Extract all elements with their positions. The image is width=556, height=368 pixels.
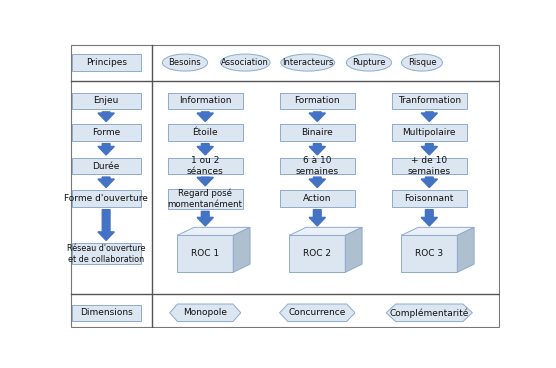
Ellipse shape	[221, 54, 270, 71]
Text: + de 10
semaines: + de 10 semaines	[408, 156, 451, 176]
FancyBboxPatch shape	[391, 124, 467, 141]
FancyArrow shape	[309, 210, 325, 226]
Ellipse shape	[401, 54, 443, 71]
Text: Multipolaire: Multipolaire	[403, 128, 456, 137]
Text: ROC 1: ROC 1	[191, 250, 219, 258]
Polygon shape	[345, 227, 362, 272]
Text: Durée: Durée	[92, 162, 120, 170]
FancyBboxPatch shape	[280, 190, 355, 207]
FancyArrow shape	[197, 144, 214, 155]
FancyBboxPatch shape	[167, 189, 243, 209]
Ellipse shape	[162, 54, 207, 71]
FancyBboxPatch shape	[72, 305, 141, 321]
Text: Regard posé
momentanément: Regard posé momentanément	[168, 188, 243, 209]
Polygon shape	[289, 227, 362, 236]
Text: Concurrence: Concurrence	[289, 308, 346, 317]
FancyArrow shape	[98, 112, 115, 121]
FancyBboxPatch shape	[72, 158, 141, 174]
FancyArrow shape	[98, 210, 115, 240]
Text: Tranformation: Tranformation	[398, 96, 461, 105]
Text: 6 à 10
semaines: 6 à 10 semaines	[296, 156, 339, 176]
Polygon shape	[177, 227, 250, 236]
Polygon shape	[457, 227, 474, 272]
Polygon shape	[177, 236, 234, 272]
FancyBboxPatch shape	[280, 158, 355, 174]
FancyBboxPatch shape	[391, 158, 467, 174]
Polygon shape	[234, 227, 250, 272]
Ellipse shape	[346, 54, 391, 71]
Text: Risque: Risque	[408, 58, 436, 67]
Text: Monopole: Monopole	[183, 308, 227, 317]
FancyBboxPatch shape	[72, 243, 141, 265]
Text: Étoile: Étoile	[192, 128, 218, 137]
Text: Foisonnant: Foisonnant	[405, 194, 454, 203]
FancyBboxPatch shape	[72, 190, 141, 207]
FancyBboxPatch shape	[280, 93, 355, 109]
FancyArrow shape	[309, 112, 325, 121]
FancyArrow shape	[421, 112, 438, 121]
Polygon shape	[401, 227, 474, 236]
Text: Complémentarité: Complémentarité	[390, 308, 469, 318]
FancyArrow shape	[421, 177, 438, 188]
Text: Information: Information	[179, 96, 231, 105]
Polygon shape	[289, 236, 345, 272]
Text: Interacteurs: Interacteurs	[282, 58, 334, 67]
Polygon shape	[170, 304, 241, 322]
Text: Enjeu: Enjeu	[93, 96, 119, 105]
Polygon shape	[280, 304, 355, 322]
Text: Dimensions: Dimensions	[80, 308, 132, 317]
Text: Rupture: Rupture	[352, 58, 386, 67]
FancyArrow shape	[309, 144, 325, 155]
FancyArrow shape	[98, 177, 115, 188]
FancyBboxPatch shape	[72, 124, 141, 141]
FancyBboxPatch shape	[167, 158, 243, 174]
Text: 1 ou 2
séances: 1 ou 2 séances	[187, 156, 224, 176]
Ellipse shape	[281, 54, 335, 71]
Text: Besoins: Besoins	[168, 58, 201, 67]
Text: Action: Action	[303, 194, 331, 203]
FancyArrow shape	[421, 144, 438, 155]
FancyBboxPatch shape	[391, 190, 467, 207]
Text: Réseau d'ouverture
et de collaboration: Réseau d'ouverture et de collaboration	[67, 244, 145, 264]
FancyBboxPatch shape	[72, 93, 141, 109]
Text: Principes: Principes	[86, 58, 127, 67]
FancyBboxPatch shape	[391, 93, 467, 109]
FancyBboxPatch shape	[167, 124, 243, 141]
Polygon shape	[401, 236, 457, 272]
FancyBboxPatch shape	[71, 45, 499, 327]
FancyArrow shape	[197, 177, 214, 186]
FancyArrow shape	[197, 211, 214, 226]
FancyBboxPatch shape	[167, 93, 243, 109]
FancyArrow shape	[98, 144, 115, 155]
Text: Forme: Forme	[92, 128, 120, 137]
Text: Association: Association	[221, 58, 269, 67]
FancyArrow shape	[309, 177, 325, 188]
Text: Formation: Formation	[295, 96, 340, 105]
FancyBboxPatch shape	[72, 54, 141, 71]
Polygon shape	[386, 304, 473, 322]
FancyArrow shape	[421, 210, 438, 226]
FancyArrow shape	[197, 112, 214, 121]
Text: Forme d'ouverture: Forme d'ouverture	[64, 194, 148, 203]
Text: ROC 2: ROC 2	[303, 250, 331, 258]
FancyBboxPatch shape	[280, 124, 355, 141]
Text: ROC 3: ROC 3	[415, 250, 443, 258]
Text: Binaire: Binaire	[301, 128, 333, 137]
